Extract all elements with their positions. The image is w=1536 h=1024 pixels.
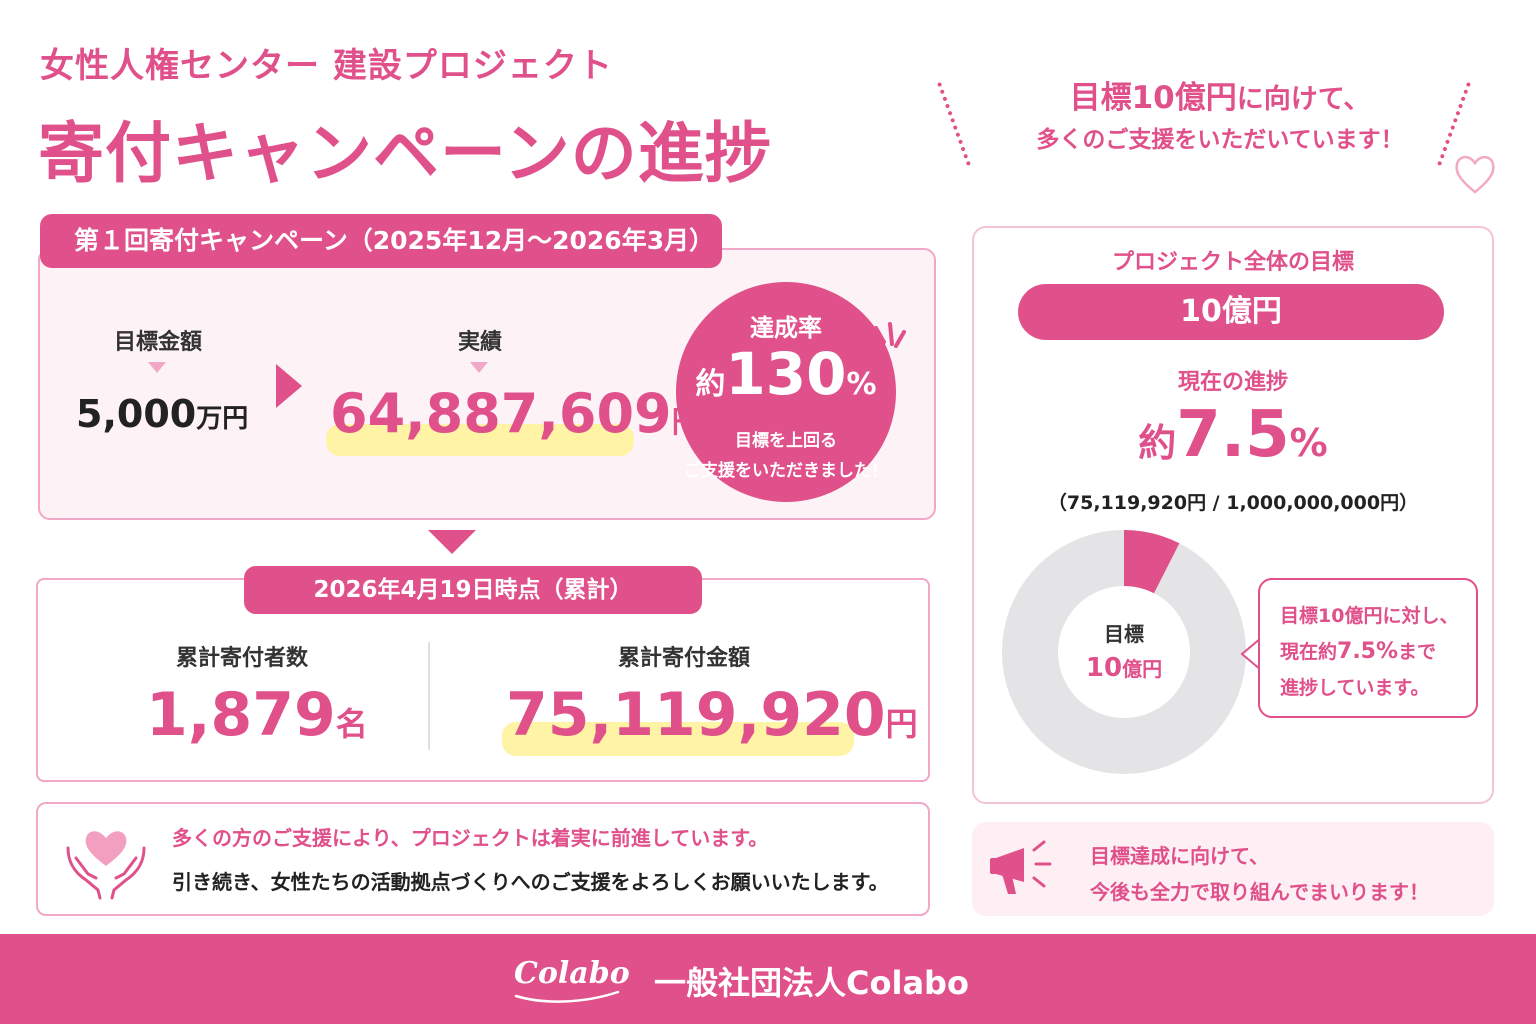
cumulative-amount: 75,119,920円 <box>506 680 918 750</box>
page-title: 寄付キャンペーンの進捗 <box>38 115 772 192</box>
colabo-logo: Colabo <box>514 956 630 991</box>
progress-label: 現在の進捗 <box>1177 370 1288 395</box>
megaphone-icon <box>990 840 1052 894</box>
rate-note: 目標を上回る ご支援をいただきました！ <box>676 426 896 486</box>
actual-pointer <box>470 362 488 373</box>
goal-pointer <box>148 362 166 373</box>
progress-suffix: % <box>1289 421 1328 465</box>
rate-note-line2: ご支援をいただきました！ <box>684 461 888 481</box>
progress-value: 7.5 <box>1176 398 1290 472</box>
bubble-line3: 進捗しています。 <box>1280 677 1430 699</box>
commitment-note <box>972 822 1494 916</box>
achievement-rate-badge: 達成率 約130% 目標を上回る ご支援をいただきました！ <box>676 282 896 502</box>
message-line2: 引き続き、女性たちの活動拠点づくりへのご支援をよろしくお願いいたします。 <box>172 870 889 894</box>
donut-center-unit: 億円 <box>1122 657 1163 681</box>
footer-bar <box>0 934 1536 1024</box>
amount-unit: 円 <box>885 705 918 743</box>
actual-label: 実績 <box>458 330 503 355</box>
rate-suffix: % <box>846 367 877 402</box>
goal-amount: 5,000万円 <box>76 392 248 436</box>
top-message: 目標10億円に向けて、 多くのご支援をいただいています！ <box>960 78 1480 160</box>
progress-donut-chart <box>1002 530 1246 774</box>
actual-value: 64,887,609 <box>330 382 672 445</box>
donut-center: 目標 10億円 <box>1060 618 1188 683</box>
flow-arrow-down-icon <box>428 530 476 554</box>
amount-value: 75,119,920 <box>506 680 886 750</box>
organization-name: 一般社団法人Colabo <box>654 964 969 1002</box>
heart-outline-icon <box>1455 155 1495 194</box>
goal-unit: 万円 <box>196 404 249 434</box>
donors-unit: 名 <box>335 705 368 743</box>
project-subtitle: 女性人権センター 建設プロジェクト <box>40 46 613 86</box>
hands-heart-icon <box>66 831 146 900</box>
rate-value-group: 約130% <box>676 340 896 408</box>
donors-label: 累計寄付者数 <box>176 646 309 671</box>
amount-highlight <box>502 722 854 756</box>
actual-highlight <box>326 424 634 456</box>
cumulative-tab: 2026年4月19日時点（累計） <box>244 566 702 614</box>
bubble-line1: 目標10億円に対し、 <box>1280 605 1459 627</box>
note-line1: 目標達成に向けて、 <box>1090 844 1269 868</box>
top-message-line1: に向けて、 <box>1236 84 1371 115</box>
project-goal-title: プロジェクト全体の目標 <box>1111 250 1354 275</box>
rate-label: 達成率 <box>750 314 822 342</box>
goal-value: 5,000 <box>76 392 197 436</box>
message-card <box>36 802 930 916</box>
campaign-tab: 第１回寄付キャンペーン（2025年12月〜2026年3月） <box>40 214 722 268</box>
rate-value: 130 <box>725 340 847 408</box>
progress-detail: （75,119,920円 / 1,000,000,000円） <box>1047 492 1419 514</box>
progress-prefix: 約 <box>1138 421 1177 465</box>
project-goal-pill: 10億円 <box>1018 284 1444 340</box>
donut-center-value: 10 <box>1085 653 1123 683</box>
logo-swoosh <box>514 990 620 1003</box>
rate-prefix: 約 <box>695 367 726 402</box>
bubble-tail <box>1240 637 1262 671</box>
actual-amount: 64,887,609円 <box>330 382 702 445</box>
sparkle-icon <box>874 322 906 348</box>
progress-bubble: 目標10億円に対し、 現在約7.5%まで 進捗しています。 <box>1258 578 1478 718</box>
donors-value: 1,879 <box>146 680 336 750</box>
column-divider <box>428 642 430 750</box>
goal-label: 目標金額 <box>114 330 203 355</box>
rate-note-line1: 目標を上回る <box>735 431 837 451</box>
top-message-goal: 目標10億円 <box>1069 80 1237 116</box>
bubble-line2-a: 現在約 <box>1280 641 1338 663</box>
note-line2: 今後も全力で取り組んでまいります！ <box>1090 880 1429 904</box>
bubble-line2-c: まで <box>1398 641 1437 663</box>
message-line1: 多くの方のご支援により、プロジェクトは着実に前進しています。 <box>172 826 769 850</box>
progress-value-group: 約7.5% <box>972 398 1494 472</box>
amount-label: 累計寄付金額 <box>618 646 751 671</box>
donut-progress-arc <box>1122 530 1180 594</box>
donut-center-label: 目標 <box>1104 622 1144 646</box>
bubble-line2-b: 7.5% <box>1337 639 1399 664</box>
top-message-line2: 多くのご支援をいただいています！ <box>1036 127 1404 153</box>
donors-count: 1,879名 <box>146 680 368 750</box>
arrow-right-icon <box>276 364 302 408</box>
